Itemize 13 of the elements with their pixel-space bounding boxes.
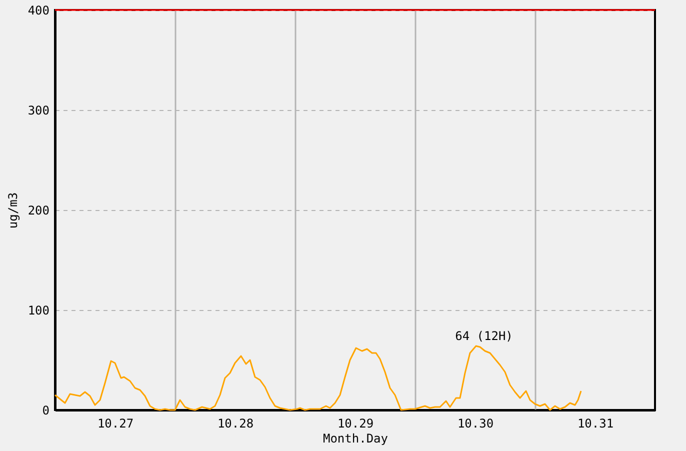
y-tick-label: 0 [42, 404, 50, 418]
x-tick-label: 10.28 [217, 416, 254, 430]
x-tick-label: 10.31 [577, 416, 614, 430]
y-tick-label: 400 [28, 4, 50, 18]
x-tick-label: 10.27 [97, 416, 134, 430]
y-axis-title: ug/m3 [6, 192, 20, 229]
x-axis-title: Month.Day [322, 432, 388, 446]
x-tick-label: 10.30 [457, 416, 494, 430]
y-tick-label: 100 [28, 304, 50, 318]
annotation: 64 (12H) [455, 329, 513, 343]
y-tick-label: 200 [28, 204, 50, 218]
x-tick-label: 10.29 [337, 416, 374, 430]
y-tick-label: 300 [28, 104, 50, 118]
